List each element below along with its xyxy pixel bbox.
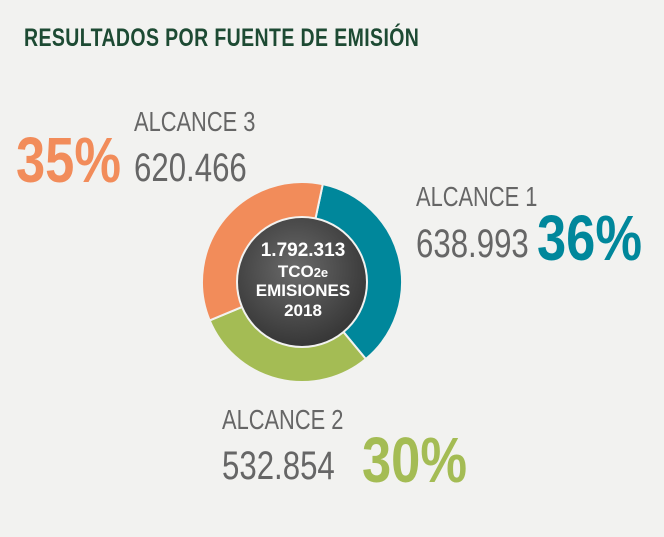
center-unit-sub: 2e	[313, 264, 329, 280]
alcance-3-percent: 35%	[16, 124, 122, 196]
alcance-1-value: 638.993	[416, 222, 529, 266]
donut-chart	[201, 181, 403, 383]
center-unit: TCO2e	[239, 262, 367, 282]
center-label: EMISIONES	[255, 281, 351, 301]
alcance-3-label: ALCANCE 3	[134, 106, 256, 137]
center-unit-main: TCO	[277, 261, 314, 281]
alcance-2-label: ALCANCE 2	[222, 404, 344, 435]
donut-center	[238, 218, 366, 346]
alcance-1-label: ALCANCE 1	[416, 181, 538, 212]
alcance-2-value: 532.854	[222, 444, 335, 488]
center-summary: 1.792.313 TCO2e EMISIONES 2018	[239, 240, 367, 320]
alcance-2-percent: 30%	[362, 424, 468, 496]
center-total: 1.792.313	[260, 240, 346, 261]
alcance-1-percent: 36%	[537, 202, 643, 274]
alcance-3-value: 620.466	[134, 146, 247, 190]
center-year: 2018	[284, 300, 322, 320]
page-title: RESULTADOS POR FUENTE DE EMISIÓN	[24, 24, 420, 52]
